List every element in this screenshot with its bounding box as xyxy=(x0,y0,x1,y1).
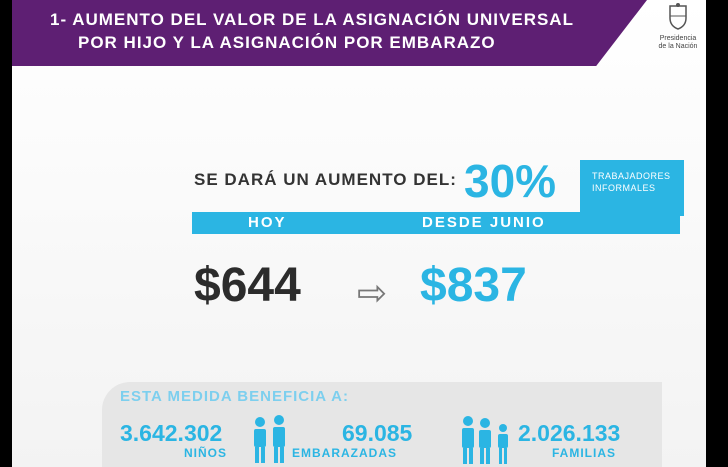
embarazadas-label: EMBARAZADAS xyxy=(292,446,397,460)
hoy-label: HOY xyxy=(248,214,287,231)
informales-label: INFORMALES xyxy=(592,183,656,193)
slide: 1- AUMENTO DEL VALOR DE LA ASIGNACIÓN UN… xyxy=(12,0,706,467)
price-current: $644 xyxy=(194,259,301,312)
ninos-label: NIÑOS xyxy=(184,446,228,460)
embarazadas-value: 69.085 xyxy=(342,420,413,446)
arrow-right-icon: ⇨ xyxy=(357,272,388,313)
familias-value: 2.026.133 xyxy=(518,420,621,446)
desde-junio-label: DESDE JUNIO xyxy=(422,214,546,231)
header-title-line2: POR HIJO Y LA ASIGNACIÓN POR EMBARAZO xyxy=(78,33,496,52)
price-new: $837 xyxy=(420,259,527,312)
aumento-percent: 30% xyxy=(464,155,557,207)
ninos-value: 3.642.302 xyxy=(120,420,223,446)
benefit-title: ESTA MEDIDA BENEFICIA A: xyxy=(120,388,349,405)
header-title-line1: 1- AUMENTO DEL VALOR DE LA ASIGNACIÓN UN… xyxy=(50,10,574,29)
crest-label-1: Presidencia xyxy=(659,35,697,42)
presidencia-logo: Presidencia de la Nación xyxy=(654,2,702,51)
benefit-panel xyxy=(102,382,662,467)
children-icon xyxy=(254,415,285,463)
crest-label-2: de la Nación xyxy=(658,43,698,50)
family-icon xyxy=(462,416,508,464)
crest-icon xyxy=(669,3,687,30)
trabajadores-badge: TRABAJADORES INFORMALES xyxy=(580,160,684,216)
aumento-label: SE DARÁ UN AUMENTO DEL: xyxy=(194,170,457,189)
trabajadores-label: TRABAJADORES xyxy=(592,171,671,181)
header-banner: 1- AUMENTO DEL VALOR DE LA ASIGNACIÓN UN… xyxy=(12,0,647,66)
familias-label: FAMILIAS xyxy=(552,446,616,460)
period-bar: HOY DESDE JUNIO xyxy=(192,212,680,234)
